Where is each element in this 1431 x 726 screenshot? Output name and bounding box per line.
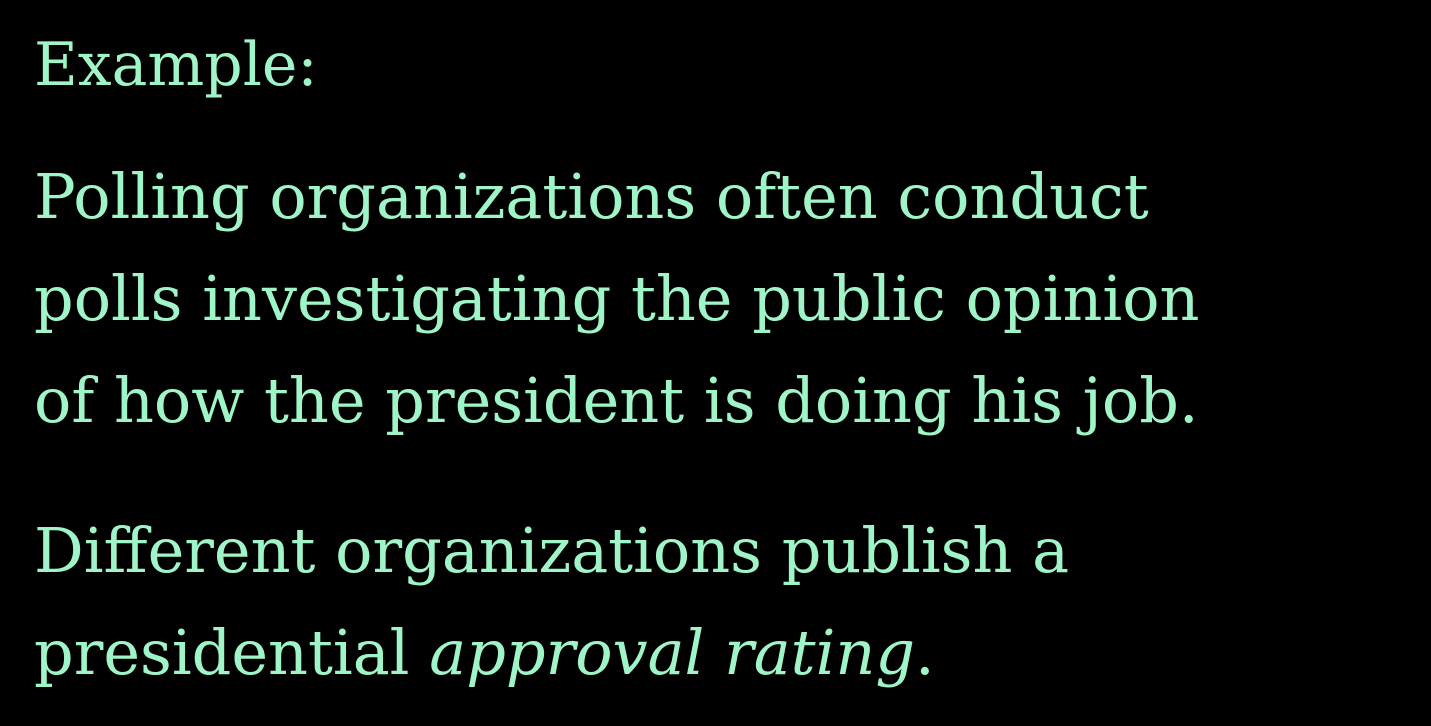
paragraph-line: Different organizations publish a [34,514,1070,587]
paragraph-approval: Different organizations publish a presid… [34,500,1414,704]
paragraph-polling: Polling organizations often conduct poll… [34,146,1414,452]
paragraph-line: of how the president is doing his job. [34,364,1199,437]
paragraph-line-emphasis: presidential approval rating. [34,602,1414,704]
paragraph-line: polls investigating the public opinion [34,262,1200,335]
paragraph-line: Polling organizations often conduct [34,160,1149,233]
slide-heading: Example: [34,30,318,100]
emphasized-term: approval rating [429,616,916,689]
line-prefix: presidential [34,616,430,689]
line-suffix: . [915,616,935,689]
